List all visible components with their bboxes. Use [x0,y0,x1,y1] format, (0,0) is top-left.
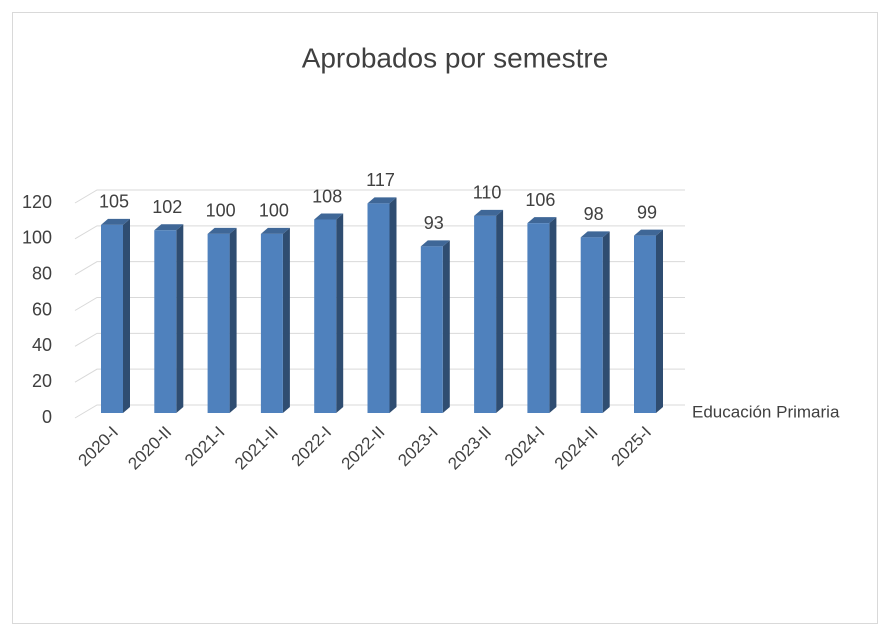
bar-side [176,224,184,413]
bar-top [527,217,557,224]
bar-front [101,224,123,413]
chart-title: Aprobados por semestre [302,42,609,73]
data-label: 100 [206,201,236,221]
bar-front [154,230,177,413]
bar-front [580,237,603,413]
bar [580,231,610,413]
data-label: 110 [473,183,502,203]
y-tick-label: 80 [32,263,52,283]
bar [634,229,663,413]
y-tick-label: 40 [32,335,52,355]
bar [154,224,184,413]
bar-side [389,197,397,413]
grid-line [74,189,685,204]
bar-front [420,246,443,413]
bar-top [101,218,130,225]
bar-side [123,218,130,413]
bar-front [314,219,337,413]
bar-side [549,217,557,413]
bar-side [442,240,450,413]
bar-side [656,229,663,413]
bar-top [580,231,610,238]
data-label: 98 [584,204,604,224]
bar-side [282,227,290,413]
bar-front [260,233,283,413]
bar [260,227,290,413]
bar-side [496,209,504,413]
bar-front [474,215,497,413]
y-tick-label: 120 [22,192,52,212]
bar-front [634,235,656,413]
bar-side [602,231,610,413]
bar [474,209,504,413]
bar-top [367,197,397,204]
bar-top [474,209,504,216]
bar [420,240,450,413]
data-label: 100 [259,201,289,221]
bar [207,227,237,413]
y-tick-label: 0 [42,407,52,427]
y-tick-label: 60 [32,299,52,319]
bar [314,213,344,413]
bar [527,217,557,413]
data-label: 102 [152,197,182,217]
legend-label: Educación Primaria [692,402,840,421]
bar [367,197,397,413]
bar-top [260,227,290,234]
data-label: 108 [312,186,342,206]
bar-top [154,224,184,231]
bar-top [314,213,344,220]
y-tick-label: 100 [22,228,52,248]
bar [101,218,130,413]
bar-front [207,233,230,413]
bar-side [336,213,344,413]
bar-front [527,223,550,413]
data-label: 99 [637,202,657,222]
bar-side [229,227,237,413]
bar-front [367,203,390,413]
data-label: 93 [424,213,444,233]
data-label: 105 [99,192,129,212]
bar-top [634,229,663,236]
y-tick-label: 20 [32,371,52,391]
data-label: 117 [366,170,395,190]
bar-top [420,240,450,247]
bar-top [207,227,237,234]
data-label: 106 [525,190,555,210]
